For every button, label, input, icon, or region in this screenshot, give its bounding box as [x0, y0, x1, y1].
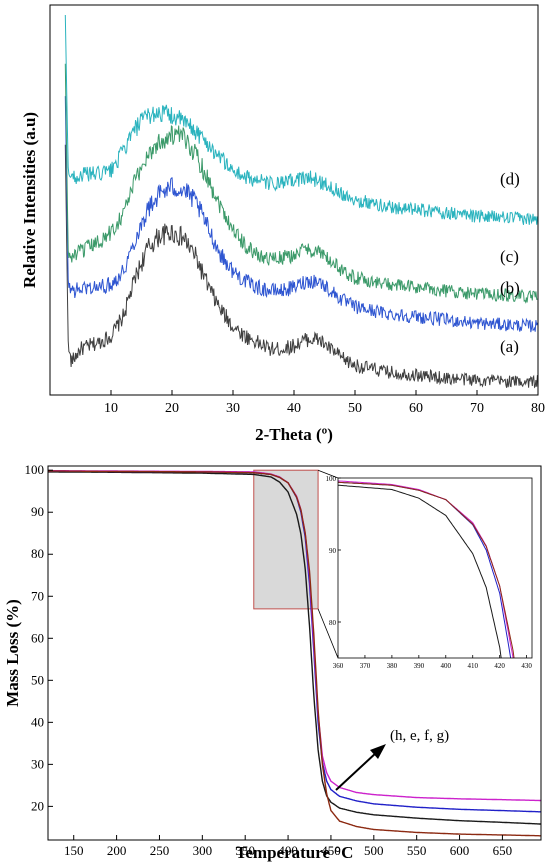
- xrd-chart: 10 20 30 40 50 60 70 80 (a) (b) (c) (d) 2-Theta (º…: [20, 4, 545, 444]
- tga-x-tick-label: 150: [64, 843, 84, 858]
- inset-y-tick-label: 80: [329, 619, 337, 627]
- xrd-series-4-line: [64, 14, 538, 226]
- tga-annotation-arrowhead: [370, 744, 386, 759]
- inset-y-tick-label: 100: [326, 475, 337, 483]
- xrd-series-2-line: [64, 96, 538, 333]
- xrd-series-label: (a): [500, 337, 519, 356]
- xrd-x-tick-label: 80: [531, 401, 545, 416]
- tga-x-tick-label: 600: [450, 843, 470, 858]
- tga-x-tick-label: 300: [193, 843, 213, 858]
- tga-plot-frame: [47, 465, 542, 841]
- inset-x-tick-label: 370: [360, 662, 371, 670]
- xrd-x-tick-label: 50: [348, 401, 362, 416]
- tga-y-axis: 20 30 40 50 60 70 80 90 100: [25, 462, 53, 813]
- xrd-x-tick-label: 70: [470, 401, 484, 416]
- tga-y-tick-label: 40: [31, 714, 44, 729]
- tga-y-tick-label: 50: [31, 672, 44, 687]
- tga-y-tick-label: 90: [31, 504, 44, 519]
- tga-y-tick-label: 100: [25, 462, 45, 477]
- xrd-series-labels: (a) (b) (c) (d): [500, 169, 520, 355]
- tga-chart: 150 200 250 300 350 400 450 500 550 600 650 20 30 40…: [3, 462, 542, 862]
- inset-background: [338, 478, 532, 658]
- xrd-x-tick-label: 20: [165, 401, 179, 416]
- inset-x-tick-label: 400: [441, 662, 452, 670]
- tga-x-tick-label: 450: [321, 843, 341, 858]
- inset-x-tick-label: 410: [467, 662, 478, 670]
- tga-y-tick-label: 20: [31, 798, 44, 813]
- inset-x-tick-label: 390: [414, 662, 425, 670]
- inset-series-brown-line: [338, 481, 515, 658]
- inset-y-tick-label: 90: [329, 547, 337, 555]
- xrd-series-1-line: [64, 144, 538, 389]
- inset-frame: [337, 477, 533, 659]
- tga-annotation-label: (h, e, f, g): [390, 728, 449, 744]
- xrd-series-label: (d): [500, 169, 520, 188]
- xrd-x-tick-label: 30: [226, 401, 240, 416]
- inset-x-tick-label: 430: [521, 662, 532, 670]
- inset-axes: 360 370 380 390 400 410 420 430 80 90 100: [326, 475, 533, 670]
- inset-x-tick-label: 360: [333, 662, 344, 670]
- tga-x-tick-label: 550: [407, 843, 427, 858]
- xrd-x-axis-label: 2-Theta (º): [255, 425, 333, 444]
- tga-x-axis: 150 200 250 300 350 400 450 500 550 600 650: [64, 835, 512, 858]
- tga-x-tick-label: 350: [235, 843, 255, 858]
- tga-y-tick-label: 70: [31, 588, 44, 603]
- tga-x-tick-label: 500: [364, 843, 384, 858]
- tga-y-axis-label: Mass Loss (%): [3, 599, 22, 707]
- tga-inset-connectors: [317, 469, 339, 659]
- xrd-y-axis-label: Relative Intensities (a.u): [20, 112, 39, 288]
- xrd-x-tick-label: 40: [287, 401, 301, 416]
- xrd-x-axis: 10 20 30 40 50 60 70 80: [104, 390, 545, 416]
- inset-x-tick-label: 380: [387, 662, 398, 670]
- tga-series-group: [48, 469, 541, 837]
- xrd-x-tick-label: 60: [409, 401, 423, 416]
- inset-x-tick-label: 420: [494, 662, 505, 670]
- tga-annotation-arrow: [335, 751, 378, 791]
- tga-y-tick-label: 80: [31, 546, 44, 561]
- xrd-x-tick-label: 10: [104, 401, 118, 416]
- xrd-series-group: [64, 14, 538, 389]
- inset-series-group: [338, 480, 515, 658]
- tga-y-tick-label: 60: [31, 630, 44, 645]
- inset-connector-bottom: [317, 608, 339, 659]
- xrd-series-label: (b): [500, 278, 520, 297]
- tga-x-tick-label: 400: [278, 843, 298, 858]
- xrd-plot-frame: [49, 4, 539, 396]
- xrd-series-label: (c): [500, 247, 519, 266]
- tga-series-brown-line: [48, 470, 541, 837]
- tga-zoom-region: [253, 469, 319, 610]
- tga-x-tick-label: 650: [493, 843, 513, 858]
- tga-x-tick-label: 200: [107, 843, 127, 858]
- inset-series-black-line: [338, 484, 502, 658]
- inset-connector-top: [317, 469, 339, 479]
- tga-series-black-line: [48, 471, 541, 825]
- tga-y-tick-label: 30: [31, 756, 44, 771]
- xrd-series-3-line: [64, 63, 538, 304]
- tga-x-tick-label: 250: [150, 843, 170, 858]
- tga-x-axis-label: Temperature °C: [236, 843, 354, 862]
- tga-inset-chart: 360 370 380 390 400 410 420 430 80 90 100: [326, 475, 533, 670]
